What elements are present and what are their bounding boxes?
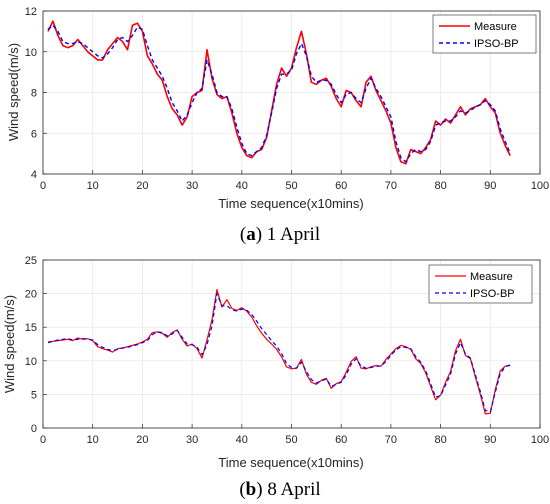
x-tick-label: 40 <box>236 434 248 446</box>
legend-label-ipso-2: IPSO-BP <box>470 288 515 300</box>
y-tick-label: 15 <box>25 322 37 334</box>
y-tick-labels-2: 0 5 10 15 20 25 <box>25 255 47 435</box>
x-tick-label: 60 <box>335 434 347 446</box>
x-tick-label: 70 <box>385 434 397 446</box>
series-group-2 <box>47 288 511 415</box>
x-axis-label-2: Time sequence(x10mins) <box>218 455 363 470</box>
legend-2: Measure IPSO-BP <box>428 264 533 304</box>
legend-box-1 <box>432 14 537 54</box>
series-group-1 <box>47 20 511 165</box>
x-tick-label: 10 <box>87 180 99 192</box>
caption-label-2: b <box>246 479 257 500</box>
x-tick-label: 100 <box>531 180 549 192</box>
x-tick-labels-1: 0 10 20 30 40 50 60 70 80 90 100 <box>40 170 549 192</box>
y-axis-label-1: Wind speed(m/s) <box>6 43 21 141</box>
x-tick-label: 80 <box>434 434 446 446</box>
chart-1-april: 0 10 20 30 40 50 60 70 80 90 100 4 6 8 10 12 Time sequ… <box>6 6 549 245</box>
y-tick-label: 0 <box>31 423 37 435</box>
x-tick-label: 90 <box>484 434 496 446</box>
series-line-ipso-bp <box>47 293 511 413</box>
caption-text-2: 8 April <box>263 479 321 500</box>
caption-2: (b) 8 April <box>239 479 320 500</box>
x-tick-label: 90 <box>484 180 496 192</box>
x-tick-label: 70 <box>385 180 397 192</box>
legend-box-2 <box>428 264 533 304</box>
chart-8-april: 0 10 20 30 40 50 60 70 80 90 100 0 5 10 15 20 25 Time s… <box>2 255 549 500</box>
caption-text-1: 1 April <box>262 224 320 245</box>
legend-1: Measure IPSO-BP <box>432 14 537 54</box>
x-tick-label: 30 <box>186 434 198 446</box>
y-tick-label: 25 <box>25 255 37 267</box>
y-tick-label: 4 <box>31 169 37 181</box>
legend-label-ipso-1: IPSO-BP <box>474 38 519 50</box>
x-tick-label: 10 <box>87 434 99 446</box>
x-tick-label: 0 <box>40 180 46 192</box>
series-line-ipso-bp <box>47 24 511 163</box>
x-tick-label: 80 <box>434 180 446 192</box>
y-tick-label: 20 <box>25 289 37 301</box>
caption-1: (a) 1 April <box>240 224 320 245</box>
series-line-measure <box>47 288 511 415</box>
y-tick-label: 8 <box>31 88 37 100</box>
series-line-measure <box>47 20 511 165</box>
legend-label-measure-2: Measure <box>470 271 513 283</box>
y-tick-label: 10 <box>25 356 37 368</box>
y-tick-label: 10 <box>25 47 37 59</box>
x-tick-label: 40 <box>236 180 248 192</box>
x-tick-label: 50 <box>285 434 297 446</box>
y-tick-label: 5 <box>31 389 37 401</box>
y-axis-label-2: Wind speed(m/s) <box>2 295 17 393</box>
caption-label-1: a <box>246 224 256 245</box>
x-tick-label: 100 <box>531 434 549 446</box>
x-axis-label-1: Time sequence(x10mins) <box>218 196 363 211</box>
y-tick-labels-1: 4 6 8 10 12 <box>25 6 47 181</box>
x-tick-labels-2: 0 10 20 30 40 50 60 70 80 90 100 <box>40 424 549 446</box>
x-tick-label: 0 <box>40 434 46 446</box>
x-tick-label: 30 <box>186 180 198 192</box>
x-tick-label: 20 <box>136 434 148 446</box>
legend-label-measure-1: Measure <box>474 21 517 33</box>
x-tick-label: 60 <box>335 180 347 192</box>
y-tick-label: 12 <box>25 6 37 18</box>
x-tick-label: 20 <box>136 180 148 192</box>
x-tick-label: 50 <box>285 180 297 192</box>
y-tick-label: 6 <box>31 128 37 140</box>
